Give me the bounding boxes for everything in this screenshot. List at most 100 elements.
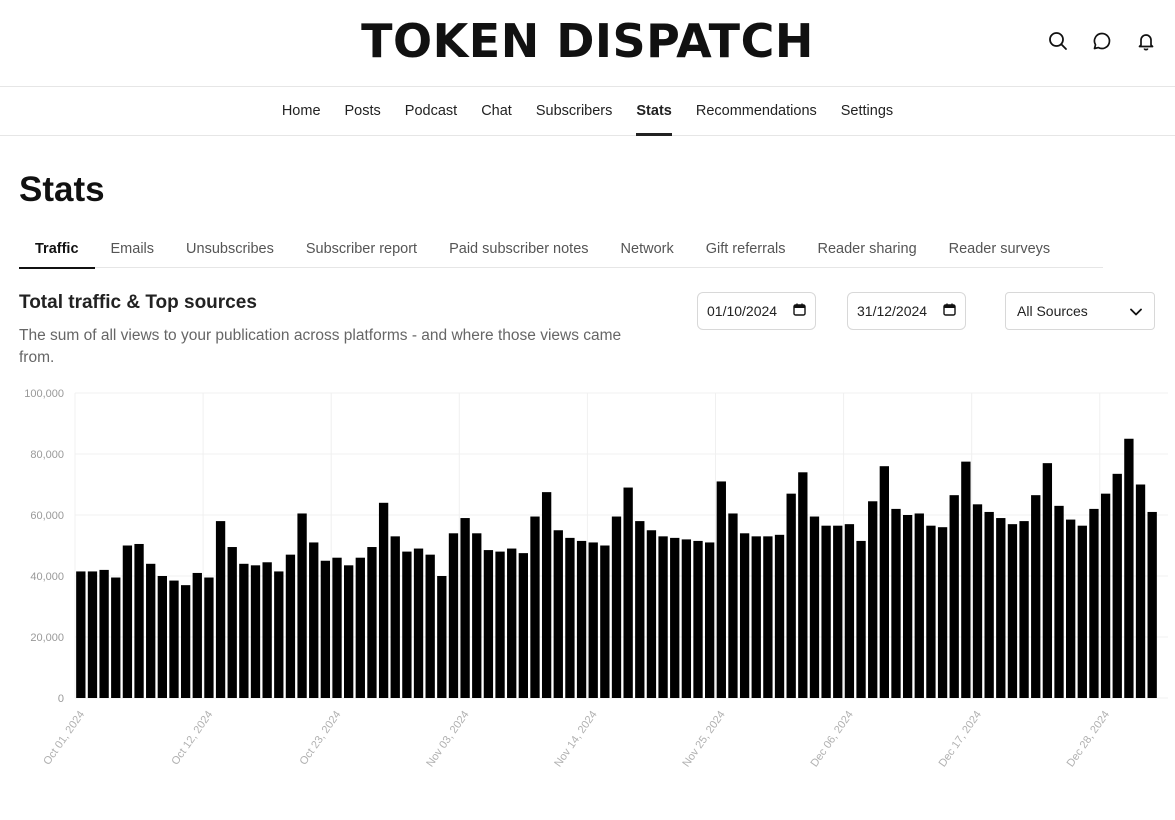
nav-item-home[interactable]: Home <box>281 102 321 119</box>
traffic-bar[interactable] <box>635 521 645 698</box>
traffic-bar[interactable] <box>716 481 726 698</box>
traffic-bar[interactable] <box>856 540 866 698</box>
traffic-bar[interactable] <box>437 576 447 698</box>
traffic-bar[interactable] <box>87 571 98 698</box>
end-date-input[interactable]: 31/12/2024 <box>847 292 966 330</box>
traffic-bar[interactable] <box>1007 524 1018 698</box>
traffic-bar[interactable] <box>146 563 156 698</box>
traffic-bar[interactable] <box>670 537 680 699</box>
traffic-bar[interactable] <box>681 539 692 698</box>
brand-logo[interactable]: TOKEN DISPATCH <box>361 14 814 68</box>
traffic-bar[interactable] <box>495 551 505 698</box>
traffic-bar[interactable] <box>483 550 494 698</box>
traffic-bar[interactable] <box>949 495 959 698</box>
traffic-bar[interactable] <box>1100 493 1111 698</box>
tab-emails[interactable]: Emails <box>110 241 155 257</box>
traffic-bar[interactable] <box>786 493 796 698</box>
traffic-bar[interactable] <box>239 563 249 698</box>
traffic-bar[interactable] <box>1147 511 1157 698</box>
traffic-bar[interactable] <box>891 508 901 698</box>
traffic-bar[interactable] <box>309 542 319 698</box>
search-icon[interactable] <box>1045 28 1071 54</box>
nav-item-chat[interactable]: Chat <box>481 102 512 119</box>
traffic-bar[interactable] <box>914 513 924 698</box>
traffic-bar[interactable] <box>623 487 633 698</box>
traffic-bar[interactable] <box>1066 519 1076 698</box>
tab-reader-sharing[interactable]: Reader sharing <box>817 241 917 257</box>
traffic-bar[interactable] <box>600 545 610 699</box>
traffic-bar[interactable] <box>204 577 214 698</box>
traffic-bar[interactable] <box>972 504 983 698</box>
traffic-bar[interactable] <box>134 543 144 698</box>
traffic-bar[interactable] <box>1089 508 1099 698</box>
traffic-bar[interactable] <box>565 537 575 699</box>
traffic-bar[interactable] <box>1077 525 1087 698</box>
traffic-bar[interactable] <box>76 571 86 698</box>
traffic-bar[interactable] <box>169 580 179 698</box>
tab-traffic[interactable]: Traffic <box>19 230 95 269</box>
traffic-bar[interactable] <box>1042 463 1053 698</box>
traffic-bar[interactable] <box>460 518 470 698</box>
traffic-bar[interactable] <box>111 577 121 698</box>
nav-item-podcast[interactable]: Podcast <box>404 102 458 119</box>
traffic-bar[interactable] <box>1019 521 1029 698</box>
traffic-bar[interactable] <box>1135 484 1146 699</box>
traffic-bar[interactable] <box>448 533 459 698</box>
tab-reader-surveys[interactable]: Reader surveys <box>948 241 1051 257</box>
traffic-bar[interactable] <box>553 530 563 698</box>
traffic-bar[interactable] <box>763 536 773 698</box>
chat-bubble-icon[interactable] <box>1089 28 1115 54</box>
traffic-bar[interactable] <box>1054 505 1064 698</box>
traffic-bar[interactable] <box>728 513 738 698</box>
traffic-bar[interactable] <box>344 565 354 698</box>
traffic-bar[interactable] <box>180 585 191 698</box>
traffic-bar[interactable] <box>367 547 377 698</box>
traffic-bar[interactable] <box>844 524 855 698</box>
nav-item-posts[interactable]: Posts <box>344 102 381 119</box>
nav-item-recommendations[interactable]: Recommendations <box>695 102 817 119</box>
traffic-bar[interactable] <box>937 527 948 698</box>
traffic-bar[interactable] <box>378 502 389 698</box>
traffic-bar[interactable] <box>192 572 202 698</box>
traffic-bar[interactable] <box>518 553 528 699</box>
tab-network[interactable]: Network <box>620 241 674 257</box>
traffic-bar[interactable] <box>472 533 482 698</box>
nav-item-stats[interactable]: Stats <box>624 87 683 136</box>
traffic-bar[interactable] <box>297 513 307 698</box>
traffic-bar[interactable] <box>541 492 552 699</box>
traffic-bar[interactable] <box>355 557 365 698</box>
traffic-bar[interactable] <box>751 536 761 698</box>
traffic-bar[interactable] <box>868 501 878 698</box>
calendar-icon[interactable] <box>793 303 806 319</box>
traffic-bar[interactable] <box>798 472 808 698</box>
traffic-bar[interactable] <box>576 540 587 698</box>
tab-subscriber-report[interactable]: Subscriber report <box>305 241 418 257</box>
traffic-bar[interactable] <box>390 536 400 698</box>
traffic-bar[interactable] <box>588 542 598 698</box>
traffic-bar[interactable] <box>821 525 831 698</box>
traffic-bar[interactable] <box>320 560 331 698</box>
traffic-bar[interactable] <box>926 525 936 698</box>
start-date-input[interactable]: 01/10/2024 <box>697 292 816 330</box>
nav-item-subscribers[interactable]: Subscribers <box>535 102 613 119</box>
traffic-bar[interactable] <box>774 534 785 698</box>
traffic-bar[interactable] <box>693 540 703 698</box>
traffic-bar[interactable] <box>262 562 272 698</box>
traffic-bar[interactable] <box>1112 473 1122 698</box>
traffic-bar[interactable] <box>425 554 435 698</box>
traffic-bar[interactable] <box>157 576 167 698</box>
traffic-bar[interactable] <box>285 554 296 698</box>
traffic-bar[interactable] <box>332 557 342 698</box>
traffic-bar[interactable] <box>961 461 971 699</box>
traffic-bar[interactable] <box>809 516 820 698</box>
traffic-bar[interactable] <box>879 466 889 698</box>
calendar-icon[interactable] <box>943 303 956 319</box>
traffic-bar[interactable] <box>122 545 133 699</box>
traffic-bar[interactable] <box>611 516 622 698</box>
traffic-bar[interactable] <box>996 518 1006 698</box>
traffic-bar[interactable] <box>507 548 517 698</box>
traffic-bar[interactable] <box>646 530 657 698</box>
traffic-bar[interactable] <box>274 571 284 698</box>
source-select[interactable]: All Sources <box>1005 292 1155 330</box>
tab-paid-subscriber-notes[interactable]: Paid subscriber notes <box>449 241 589 257</box>
